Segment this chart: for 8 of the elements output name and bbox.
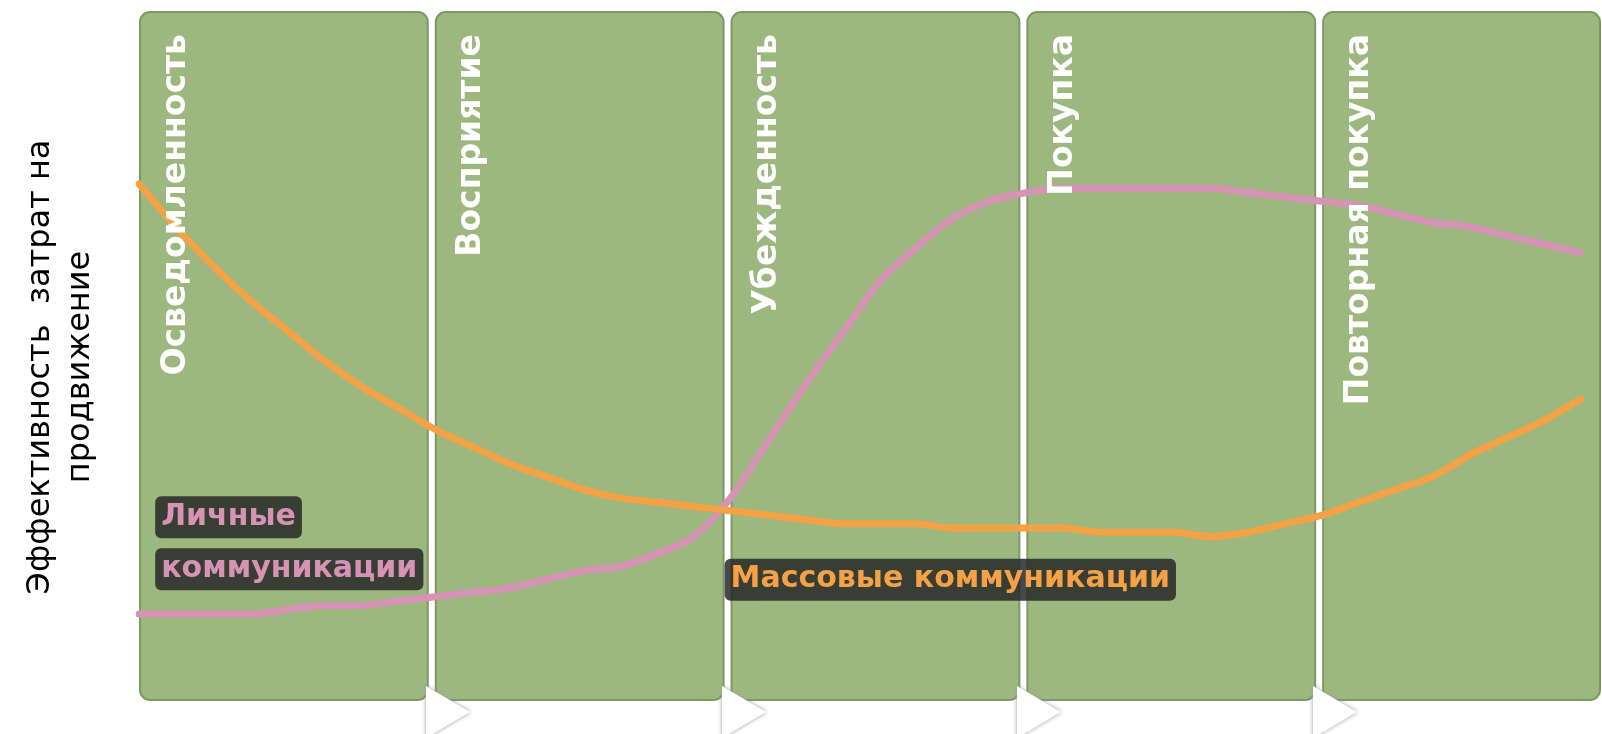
x-tick-label: Покупка — [1040, 34, 1080, 196]
y-axis-title: Эффективность затрат на продвижение — [18, 138, 98, 597]
x-tick-label: Повторная покупка — [1336, 34, 1376, 406]
series-label: Массовые коммуникации — [730, 559, 1170, 595]
x-tick-label: Убежденность — [745, 34, 785, 315]
x-tick-label: Восприятие — [449, 34, 489, 257]
series-label: Личные коммуникации — [161, 497, 418, 585]
x-tick-label: Осведомленность — [153, 34, 193, 376]
